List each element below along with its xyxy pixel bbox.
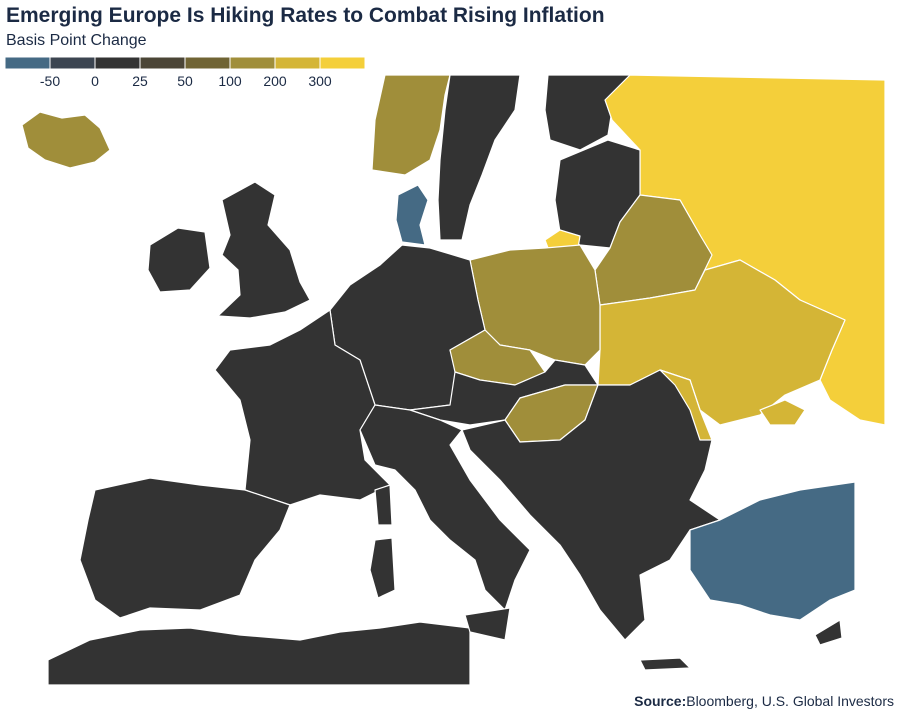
source-label: Source:: [634, 693, 686, 709]
source-text: Bloomberg, U.S. Global Investors: [686, 693, 894, 709]
region: [21, 111, 111, 169]
region: [214, 309, 391, 506]
legend-tick-label: 25: [132, 73, 148, 89]
legend-tick-label: 100: [218, 73, 242, 89]
region: [814, 619, 843, 646]
legend-swatch: [229, 56, 276, 70]
region: [79, 477, 291, 619]
region: [147, 227, 211, 293]
region: [759, 399, 806, 426]
region: [371, 74, 451, 176]
region: [464, 607, 511, 641]
legend-swatch: [184, 56, 231, 70]
region: [437, 74, 521, 241]
legend-swatch: [4, 56, 51, 70]
legend-tick-label: -50: [40, 73, 60, 89]
legend-tick-label: 50: [177, 73, 193, 89]
map: [21, 74, 886, 686]
legend-tick-label: 300: [308, 73, 332, 89]
region: [47, 621, 471, 686]
region: [374, 484, 393, 526]
legend-swatch: [319, 56, 366, 70]
legend-swatch: [49, 56, 96, 70]
source: Source:Bloomberg, U.S. Global Investors: [634, 693, 894, 709]
legend: -50 0 25 50 100 200 300: [4, 56, 366, 89]
legend-swatch: [274, 56, 321, 70]
legend-tick-label: 0: [91, 73, 99, 89]
region: [544, 229, 581, 249]
subtitle: Basis Point Change: [6, 32, 147, 49]
region: [639, 657, 691, 671]
region: [359, 404, 531, 611]
legend-swatch: [94, 56, 141, 70]
region: [395, 184, 429, 246]
legend-swatch: [139, 56, 186, 70]
region: [659, 369, 713, 441]
region: [369, 537, 396, 599]
region: [689, 481, 856, 621]
legend-tick-label: 200: [263, 73, 287, 89]
title: Emerging Europe Is Hiking Rates to Comba…: [6, 4, 605, 27]
region: [217, 181, 311, 319]
